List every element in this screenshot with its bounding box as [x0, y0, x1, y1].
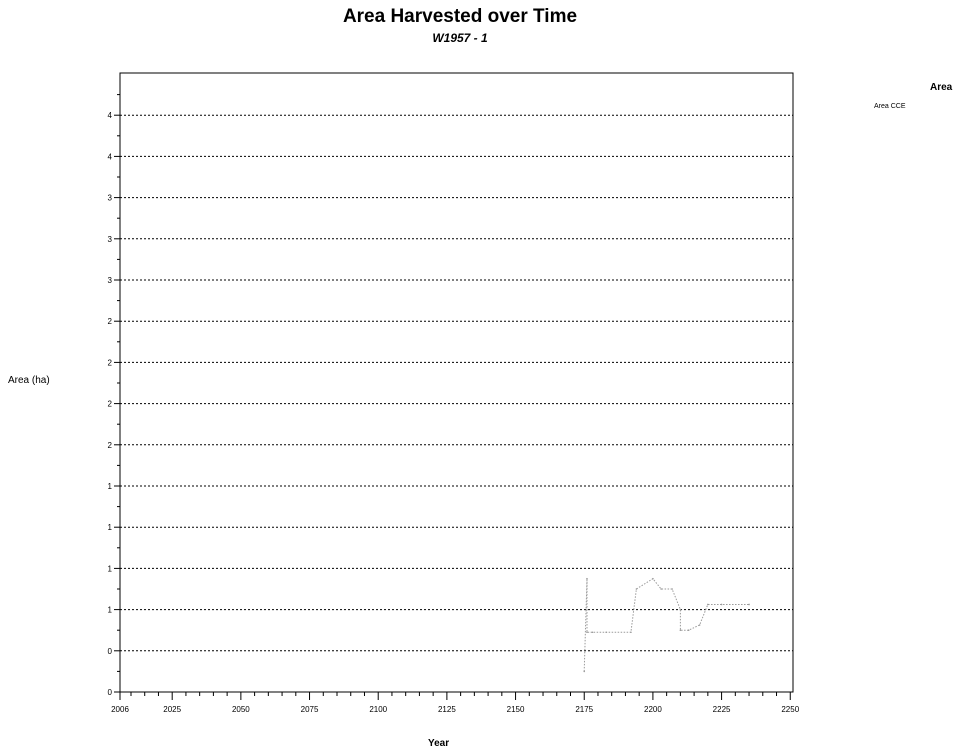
y-tick-label: 1: [108, 606, 113, 615]
legend-entry: Area CCE: [874, 103, 906, 110]
x-tick-label: 2050: [232, 705, 250, 714]
series-point: [586, 577, 588, 580]
y-tick-label: 3: [108, 235, 113, 244]
x-tick-label: 2200: [644, 705, 662, 714]
y-tick-label: 1: [108, 482, 113, 491]
x-tick-label: 2225: [713, 705, 731, 714]
axes: 0 0 1 1 1 1 2 2 2 2 3 3 3 4 4 2006 2025 2050 2075 2100 2125 2…: [108, 94, 800, 714]
x-axis-label: Year: [428, 738, 450, 749]
y-tick-label: 3: [108, 194, 113, 203]
y-tick-label: 3: [108, 276, 113, 285]
series-point: [630, 631, 632, 634]
y-axis-label: Area (ha): [8, 375, 50, 386]
series-point: [698, 624, 701, 626]
y-tick-label: 2: [108, 400, 113, 409]
y-tick-label: 2: [108, 317, 113, 326]
series-point: [671, 588, 673, 590]
x-tick-label: 2025: [163, 705, 181, 714]
legend-title: Area: [930, 82, 953, 93]
y-tick-label: 2: [108, 358, 113, 367]
series-point: [679, 629, 682, 631]
series-point: [591, 631, 594, 634]
x-tick-label: 2175: [575, 705, 593, 714]
y-tick-label: 1: [108, 564, 113, 573]
series-point: [707, 603, 709, 606]
series-line: [583, 578, 749, 672]
plot-frame: [119, 72, 794, 693]
series-point: [679, 608, 682, 611]
y-tick-label: 4: [108, 152, 113, 161]
series-point: [652, 577, 654, 580]
y-tick-label: 2: [108, 441, 113, 450]
series-point: [583, 670, 586, 673]
chart-title: Area Harvested over Time: [342, 6, 578, 27]
x-tick-label: 2006: [111, 705, 129, 714]
x-tick-label: 2100: [369, 705, 387, 714]
x-tick-label: 2250: [781, 705, 799, 714]
y-tick-label: 0: [108, 647, 113, 656]
x-tick-label: 2150: [507, 705, 525, 714]
series-point: [720, 603, 723, 606]
series-layer: [583, 577, 750, 673]
gridlines: [120, 114, 793, 652]
y-tick-label: 4: [108, 111, 113, 120]
series-point: [605, 631, 608, 634]
y-tick-label: 1: [108, 523, 113, 532]
series-point: [748, 603, 750, 606]
series-point: [586, 631, 588, 634]
y-tick-label: 0: [108, 688, 113, 697]
chart-subtitle: W1957 - 1: [432, 31, 488, 45]
series-point: [687, 629, 690, 631]
series-point: [635, 588, 638, 590]
x-tick-label: 2125: [438, 705, 456, 714]
series-point: [660, 588, 662, 590]
x-tick-label: 2075: [301, 705, 319, 714]
